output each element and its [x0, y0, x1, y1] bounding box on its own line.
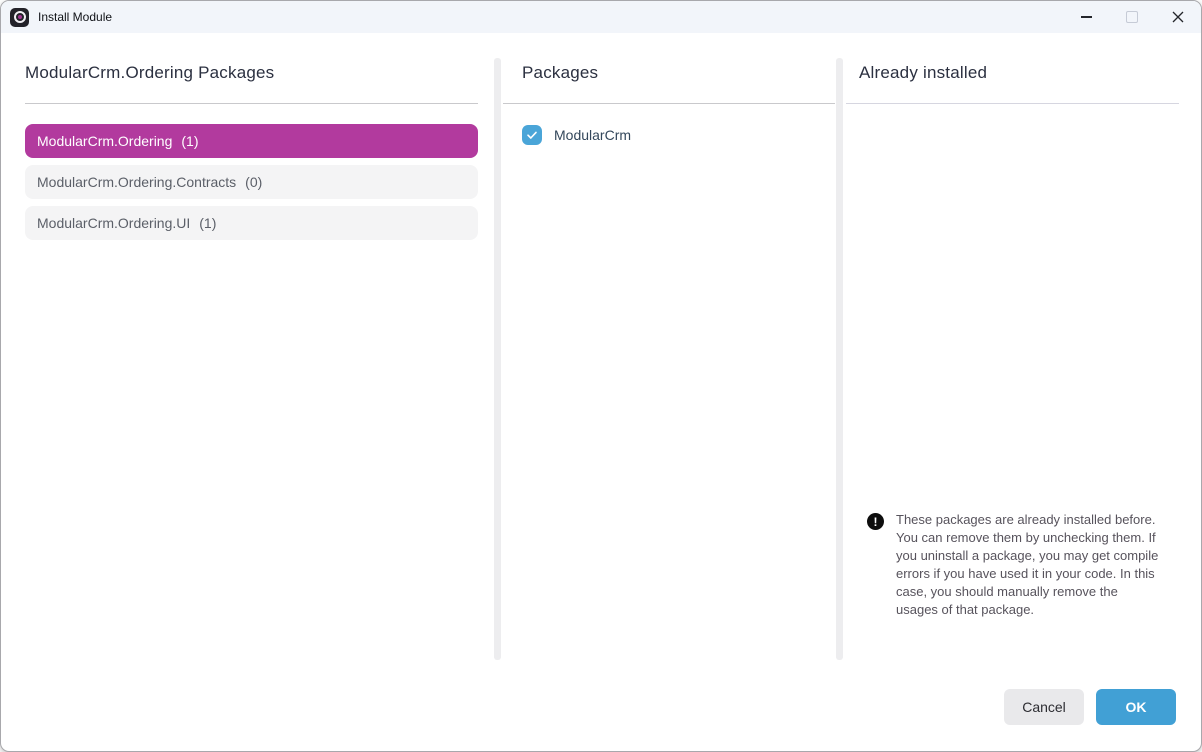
packages-panel: Packages ModularCrm — [503, 63, 835, 145]
already-installed-header: Already installed — [859, 63, 988, 82]
exclamation-circle-icon: ! — [867, 513, 884, 530]
package-group-label: ModularCrm.Ordering — [37, 133, 173, 149]
already-installed-info: ! These packages are already installed b… — [867, 511, 1167, 619]
package-group-item[interactable]: ModularCrm.Ordering.UI (1) — [25, 206, 478, 240]
package-group-item-selected[interactable]: ModularCrm.Ordering (1) — [25, 124, 478, 158]
left-panel-header: ModularCrm.Ordering Packages — [25, 63, 275, 82]
checkmark-icon — [527, 131, 537, 139]
already-installed-panel: Already installed — [846, 63, 1179, 104]
minimize-button[interactable] — [1063, 1, 1109, 33]
package-checkbox-item: ModularCrm — [522, 125, 835, 145]
package-group-label: ModularCrm.Ordering.UI — [37, 215, 191, 231]
close-button[interactable] — [1155, 1, 1201, 33]
window-controls — [1063, 1, 1201, 33]
ok-button[interactable]: OK — [1096, 689, 1176, 725]
titlebar: Install Module — [1, 1, 1201, 33]
package-checkbox-label: ModularCrm — [554, 127, 632, 143]
package-checkbox-checked[interactable] — [522, 125, 542, 145]
package-group-item[interactable]: ModularCrm.Ordering.Contracts (0) — [25, 165, 478, 199]
already-installed-info-text: These packages are already installed bef… — [896, 512, 1159, 617]
package-group-label: ModularCrm.Ordering.Contracts — [37, 174, 237, 190]
maximize-button[interactable] — [1109, 1, 1155, 33]
cancel-button[interactable]: Cancel — [1004, 689, 1084, 725]
packages-panel-header: Packages — [522, 63, 599, 82]
package-group-count: (1) — [181, 133, 199, 149]
splitter-right[interactable] — [836, 58, 843, 660]
package-group-count: (1) — [199, 215, 217, 231]
abp-studio-logo-icon — [10, 7, 29, 27]
splitter-left[interactable] — [494, 58, 501, 660]
package-group-list: ModularCrm.Ordering (1) ModularCrm.Order… — [25, 124, 478, 240]
close-icon — [1172, 11, 1184, 23]
module-packages-panel: ModularCrm.Ordering Packages ModularCrm.… — [25, 63, 478, 247]
package-checkbox-list: ModularCrm — [503, 125, 835, 145]
package-group-count: (0) — [245, 174, 263, 190]
window-title: Install Module — [38, 10, 113, 24]
